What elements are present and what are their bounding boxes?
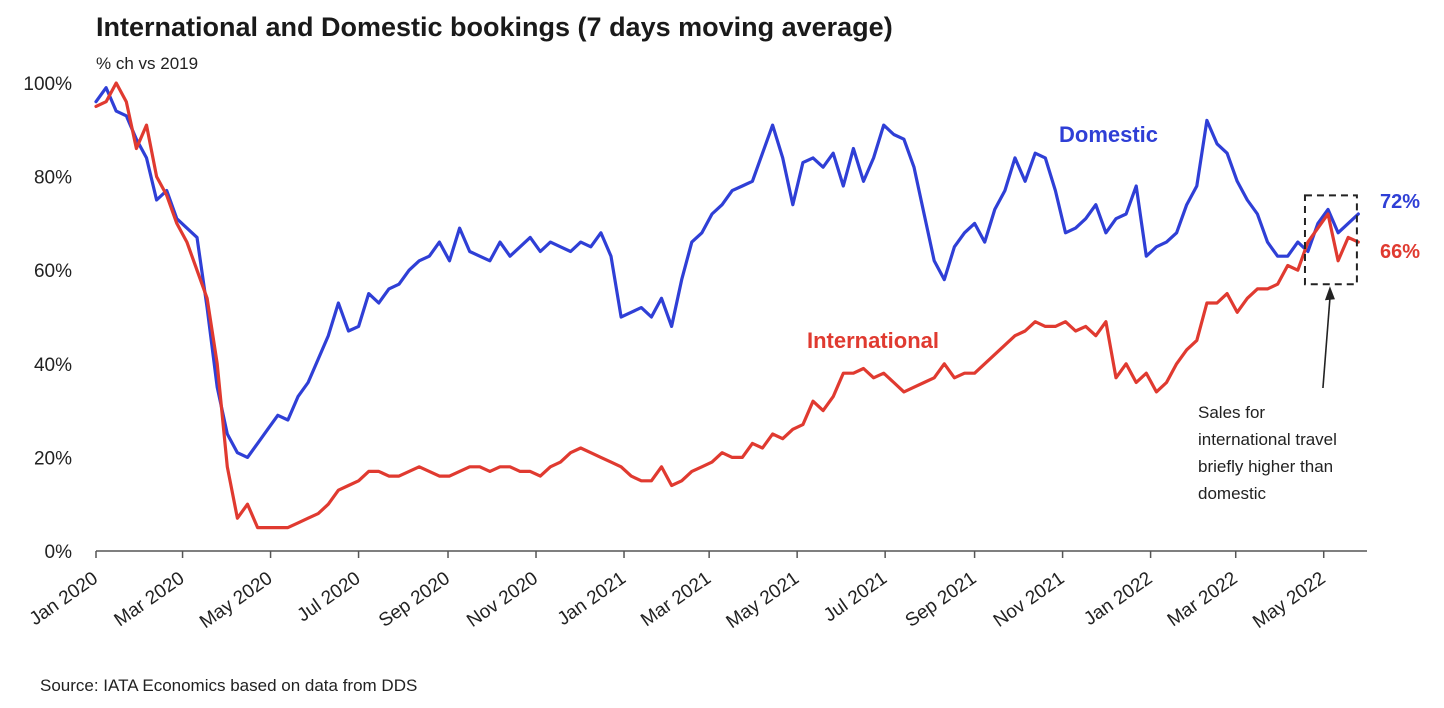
annotation-note-line: international travel [1198,430,1337,449]
legend-label-domestic: Domestic [1059,122,1158,147]
x-tick-label: Jan 2022 [1080,568,1156,630]
x-tick-label: Jan 2021 [554,568,630,630]
x-tick-label: Sep 2020 [375,568,454,632]
y-axis-unit-label: % ch vs 2019 [96,54,199,73]
annotation-note-line: briefly higher than [1198,457,1333,476]
y-tick-label: 80% [34,168,72,189]
y-tick-label: 100% [23,74,72,95]
y-tick-label: 60% [34,261,72,282]
annotation-note-line: Sales for [1198,403,1265,422]
y-tick-label: 20% [34,448,72,469]
x-tick-label: Sep 2021 [902,568,981,632]
source-note: Source: IATA Economics based on data fro… [40,676,418,695]
x-tick-label: Jul 2021 [820,568,891,626]
annotation-arrow [1322,298,1331,389]
x-tick-label: Jan 2020 [26,568,102,630]
series-line-domestic [94,86,1360,459]
series-layer [94,81,1360,530]
end-label-international: 66% [1380,241,1420,263]
legend-label-international: International [807,328,939,353]
end-label-domestic: 72% [1380,191,1420,213]
x-tick-label: Nov 2020 [463,568,542,632]
annotation-layer: 72% 66% Domestic International Sales for inte… [807,122,1420,503]
y-tick-label: 40% [34,355,72,376]
annotation-note-line: domestic [1198,484,1267,503]
x-tick-label: Nov 2021 [990,568,1069,632]
highlight-box [1303,194,1358,286]
y-axis-ticks: 0% 20% 40% 60% 80% 100% [23,74,72,563]
chart-title: International and Domestic bookings (7 d… [96,12,893,42]
x-tick-label: May 2021 [723,568,803,633]
x-tick-label: Jul 2020 [294,568,365,626]
x-tick-label: May 2022 [1249,568,1329,633]
x-tick-label: May 2020 [196,568,276,633]
x-tick-label: Mar 2021 [637,568,715,631]
x-tick-label: Mar 2020 [111,568,189,631]
annotation-arrowhead [1324,286,1335,301]
series-line-international [94,81,1360,530]
x-axis: Jan 2020 Mar 2020 May 2020 Jul 2020 Sep 2020… [26,550,1367,633]
x-tick-label: Mar 2022 [1164,568,1242,631]
y-tick-label: 0% [45,542,73,563]
